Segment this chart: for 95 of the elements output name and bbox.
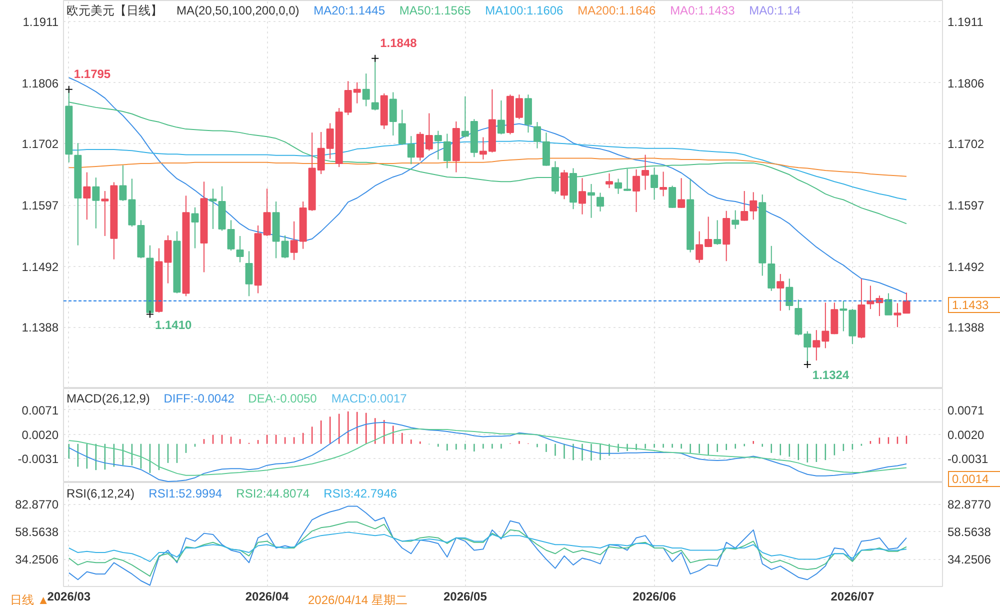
- candlestick: [632, 168, 640, 213]
- text: DEA:-0.0050: [248, 392, 318, 406]
- y2-tick-label: 58.5638: [948, 525, 992, 540]
- x-tick-label: 2026/03: [47, 590, 91, 604]
- text: RSI1:52.9994: [148, 486, 222, 500]
- ref-line-label: 1.1433: [952, 298, 989, 312]
- y-tick-label: 82.8770: [15, 498, 59, 512]
- candlestick: [92, 177, 100, 229]
- x-tick-label: 2026/05: [443, 590, 488, 604]
- x-tick-label: 2026/06: [632, 590, 676, 604]
- chart-title: MACD(26,12,9): [66, 392, 150, 406]
- annotation: MA0:1.14: [749, 4, 801, 18]
- candlestick: [768, 245, 776, 292]
- y2-tick-label: 1.1806: [948, 76, 985, 90]
- candlestick: [389, 92, 397, 136]
- x-tick-label: 2026/04: [245, 590, 290, 604]
- text: MA200:1.1646: [578, 4, 656, 18]
- candlestick: [398, 109, 406, 146]
- y-tick-label: 1.1492: [22, 260, 59, 274]
- candlestick: [884, 292, 892, 316]
- y2-tick-label: 34.2506: [948, 552, 992, 567]
- candlestick: [660, 171, 668, 197]
- annotation: MA0:1.1433: [670, 4, 736, 18]
- candlestick: [714, 220, 722, 246]
- candlestick: [407, 136, 415, 165]
- y-tick-label: 1.1388: [22, 320, 59, 335]
- y2-tick-label: 1.1492: [948, 260, 985, 274]
- candlestick: [578, 178, 586, 215]
- candlestick: [668, 185, 676, 208]
- candlestick: [606, 172, 614, 189]
- chart-subtitle: MA(20,50,100,200,0,0): [176, 4, 300, 18]
- candlestick: [614, 178, 622, 194]
- y-tick-label: 58.5638: [15, 525, 59, 540]
- y-tick-label: -0.0031: [18, 452, 59, 466]
- candlestick: [776, 273, 784, 312]
- y2-tick-label: 1.1388: [948, 320, 985, 335]
- chart-title: 欧元美元【日线】: [66, 4, 162, 18]
- series-label: MACD:0.0017: [331, 392, 408, 406]
- line-series: [68, 506, 907, 586]
- line-series: [68, 77, 907, 294]
- text: MA50:1.1565: [399, 4, 472, 18]
- line-series: [68, 428, 907, 476]
- candlestick: [642, 154, 650, 190]
- candlestick: [678, 178, 686, 208]
- annotation: 1.1795: [74, 66, 111, 81]
- candlestick: [596, 192, 604, 212]
- candlestick: [362, 73, 370, 107]
- y2-tick-label: -0.0031: [948, 452, 989, 466]
- y-tick-label: 34.2506: [15, 552, 59, 567]
- text: DIFF:-0.0042: [164, 392, 235, 406]
- candlestick: [560, 169, 568, 200]
- candlestick: [732, 210, 740, 230]
- chart-title: RSI(6,12,24): [66, 486, 135, 500]
- y-tick-label: 1.1806: [22, 76, 59, 90]
- line-series: [68, 532, 907, 562]
- candlestick: [533, 122, 541, 149]
- candlestick: [624, 168, 632, 192]
- y2-tick-label: 0.0071: [948, 403, 985, 418]
- x-tick-label: 2026/07: [830, 590, 874, 604]
- annotation: 1.1848: [380, 36, 418, 50]
- text: 0.0014: [952, 472, 989, 486]
- y2-tick-label: 82.8770: [948, 498, 992, 512]
- candlestick: [227, 220, 235, 252]
- line-series: [68, 522, 907, 577]
- candlestick: [650, 167, 658, 200]
- candlestick: [434, 130, 442, 160]
- y-tick-label: 0.0071: [22, 403, 59, 418]
- annotation: 1.1324: [812, 368, 850, 382]
- candlestick: [750, 192, 758, 220]
- text: RSI2:44.8074: [236, 486, 310, 500]
- candlestick: [443, 133, 451, 169]
- y2-tick-label: 1.1597: [948, 198, 985, 213]
- y-tick-label: 1.1597: [22, 198, 59, 213]
- y-tick-label: 0.0020: [22, 428, 59, 442]
- y2-tick-label: 1.1911: [948, 15, 984, 30]
- candlestick: [740, 190, 748, 222]
- y2-tick-label: 1.1702: [948, 137, 985, 152]
- text: RSI3:42.7946: [324, 486, 398, 500]
- candlestick: [209, 188, 217, 230]
- candlestick: [83, 172, 91, 220]
- y-tick-label: 1.1911: [22, 15, 59, 30]
- candlestick: [191, 206, 199, 249]
- candlestick: [551, 160, 559, 194]
- y2-tick-label: 0.0020: [948, 428, 985, 442]
- candlestick: [786, 278, 794, 311]
- annotation: 1.1410: [154, 318, 192, 332]
- candlestick: [588, 183, 595, 218]
- text: MA100:1.1606: [485, 4, 564, 18]
- candlestick: [245, 250, 253, 297]
- y-tick-label: 1.1702: [22, 137, 59, 152]
- candlestick: [542, 132, 550, 166]
- line-series: [68, 422, 907, 482]
- candlestick: [497, 100, 505, 135]
- candlestick: [236, 235, 244, 263]
- text: MA20:1.1445: [314, 4, 386, 18]
